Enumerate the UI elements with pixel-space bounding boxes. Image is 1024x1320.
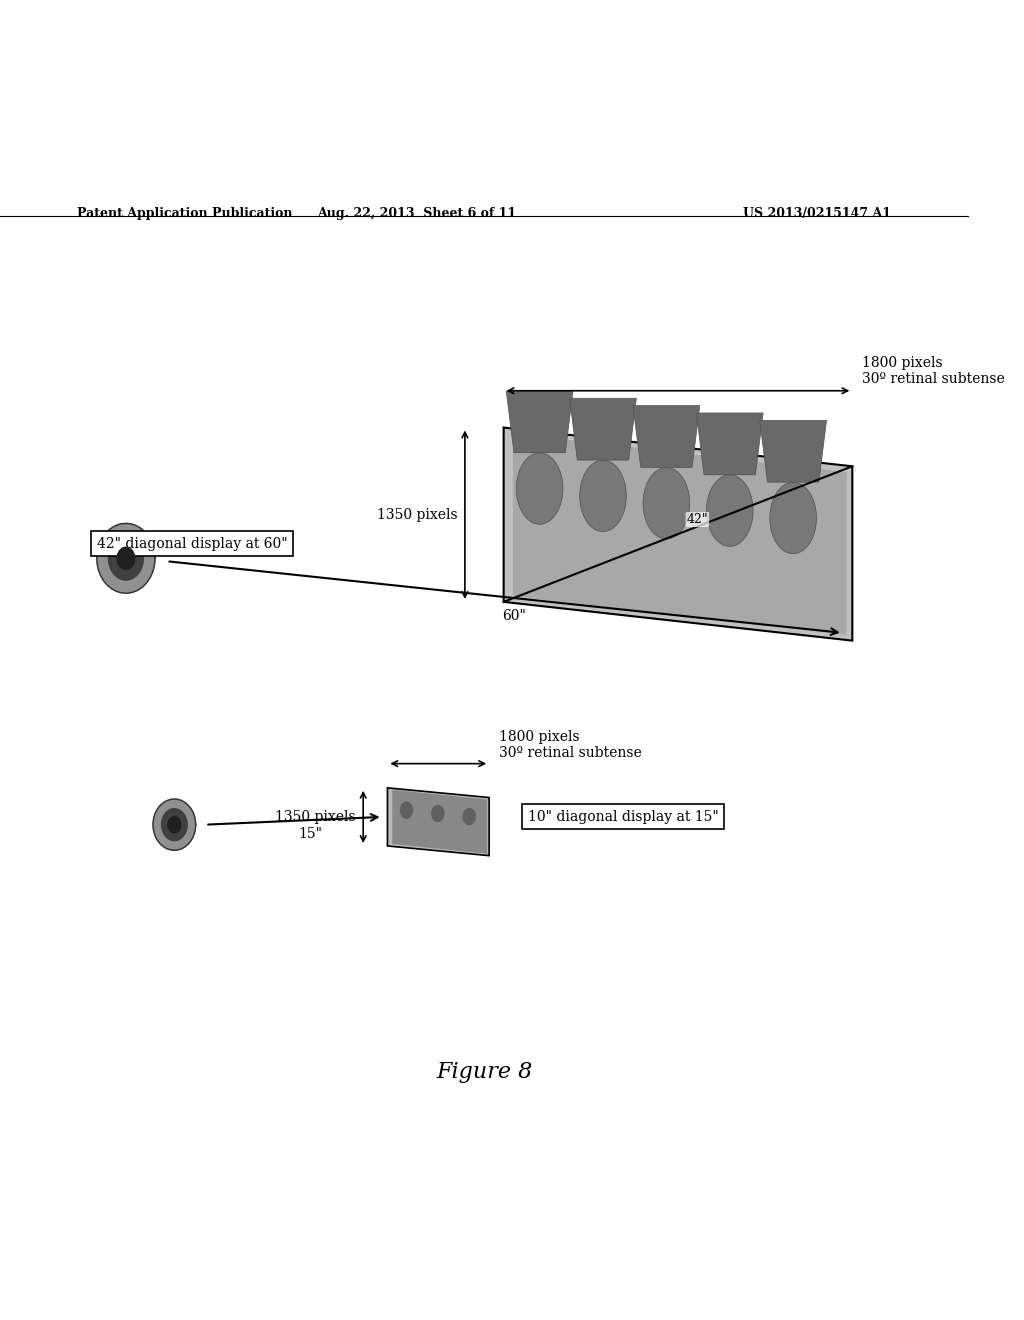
Text: Aug. 22, 2013  Sheet 6 of 11: Aug. 22, 2013 Sheet 6 of 11 (316, 207, 516, 219)
Text: 1350 pixels: 1350 pixels (377, 508, 457, 521)
Polygon shape (643, 467, 690, 539)
Polygon shape (506, 391, 573, 453)
Polygon shape (399, 801, 414, 818)
Polygon shape (153, 799, 196, 850)
Polygon shape (168, 817, 180, 833)
Text: 42": 42" (686, 513, 709, 527)
Polygon shape (109, 536, 143, 579)
Polygon shape (770, 482, 816, 554)
Polygon shape (707, 475, 753, 546)
Text: 42" diagonal display at 60": 42" diagonal display at 60" (97, 537, 288, 550)
Polygon shape (162, 809, 187, 841)
Polygon shape (392, 789, 487, 854)
Polygon shape (633, 405, 699, 467)
Text: Patent Application Publication: Patent Application Publication (78, 207, 293, 219)
Polygon shape (97, 524, 155, 593)
Text: 15": 15" (299, 826, 323, 841)
Text: 1350 pixels: 1350 pixels (274, 810, 355, 824)
Polygon shape (569, 399, 636, 461)
Polygon shape (516, 453, 563, 524)
Polygon shape (513, 433, 847, 635)
Polygon shape (117, 548, 134, 569)
Text: 10" diagonal display at 15": 10" diagonal display at 15" (527, 810, 719, 824)
Text: Figure 8: Figure 8 (436, 1061, 532, 1082)
Polygon shape (760, 420, 826, 482)
Text: US 2013/0215147 A1: US 2013/0215147 A1 (743, 207, 891, 219)
Polygon shape (504, 428, 852, 640)
Polygon shape (696, 413, 763, 475)
Polygon shape (580, 461, 627, 532)
Polygon shape (431, 805, 444, 822)
Text: 1800 pixels
30º retinal subtense: 1800 pixels 30º retinal subtense (499, 730, 642, 760)
Text: 1800 pixels
30º retinal subtense: 1800 pixels 30º retinal subtense (862, 355, 1005, 385)
Polygon shape (387, 788, 489, 855)
Text: 60": 60" (503, 609, 526, 623)
Polygon shape (463, 808, 476, 825)
